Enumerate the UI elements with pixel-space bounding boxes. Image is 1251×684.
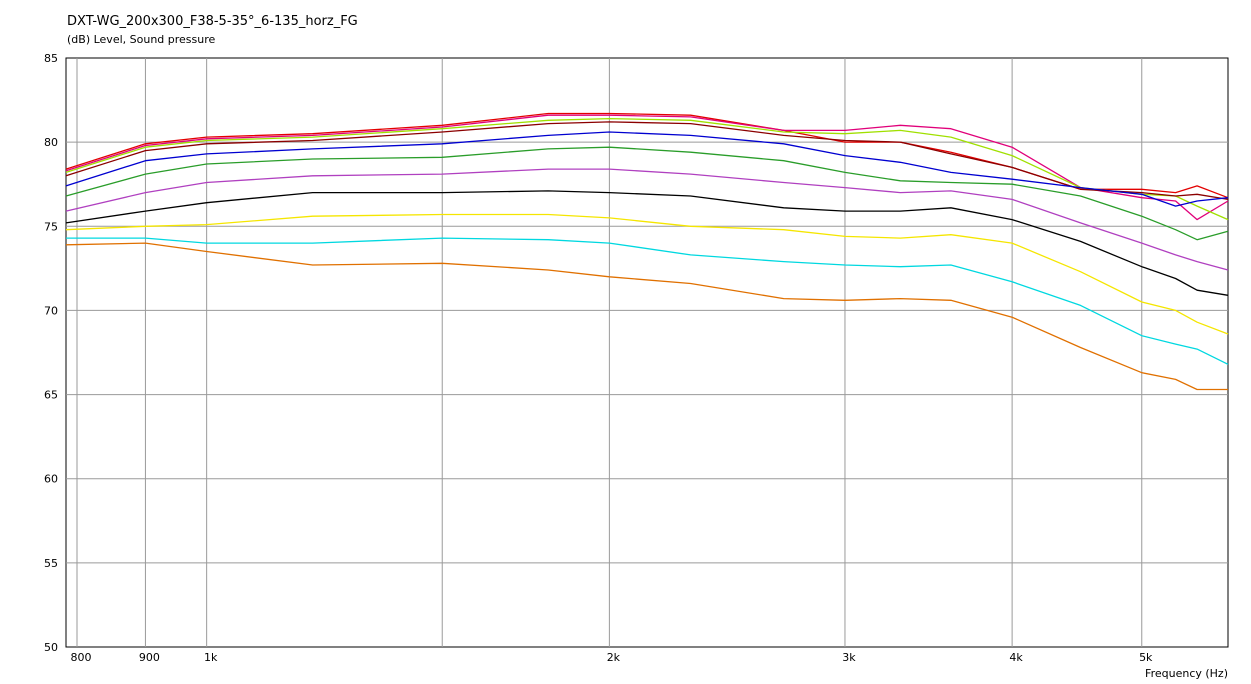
series-line-1 xyxy=(65,112,1229,199)
x-tick-label: 3k xyxy=(842,651,856,664)
series-line-10 xyxy=(66,237,1229,365)
series-line-8 xyxy=(65,190,1229,296)
series-line-6 xyxy=(65,146,1229,241)
series-line-5 xyxy=(65,131,1229,207)
x-tick-label: 800 xyxy=(70,651,91,664)
y-tick-label: 85 xyxy=(44,52,58,65)
y-tick-label: 75 xyxy=(44,220,58,233)
x-ticks: 800 900 1k 2k 3k 4k 5k xyxy=(70,651,1153,664)
y-tick-label: 70 xyxy=(44,304,58,317)
y-ticks: 50 55 60 65 70 75 80 85 xyxy=(44,52,58,654)
y-tick-label: 50 xyxy=(44,641,58,654)
y-tick-label: 65 xyxy=(44,389,58,402)
x-tick-label: 5k xyxy=(1139,651,1153,664)
series-line-11 xyxy=(65,242,1228,391)
chart-title: DXT-WG_200x300_F38-5-35°_6-135_horz_FG xyxy=(67,14,358,29)
series-line-9 xyxy=(65,213,1229,335)
y-tick-label: 55 xyxy=(44,557,58,570)
x-tick-label: 900 xyxy=(139,651,160,664)
series-line-4 xyxy=(65,121,1229,201)
series-layer xyxy=(65,112,1229,391)
series-line-2 xyxy=(65,114,1229,221)
x-tick-label: 2k xyxy=(607,651,621,664)
x-axis-label: Frequency (Hz) xyxy=(1145,667,1228,680)
plot-area xyxy=(65,57,1229,648)
series-line-7 xyxy=(65,168,1229,271)
y-axis-label: (dB) Level, Sound pressure xyxy=(67,33,216,46)
y-tick-label: 60 xyxy=(44,473,58,486)
x-tick-label: 1k xyxy=(204,651,218,664)
series-line-3 xyxy=(65,117,1229,221)
y-tick-label: 80 xyxy=(44,136,58,149)
x-tick-label: 4k xyxy=(1009,651,1023,664)
